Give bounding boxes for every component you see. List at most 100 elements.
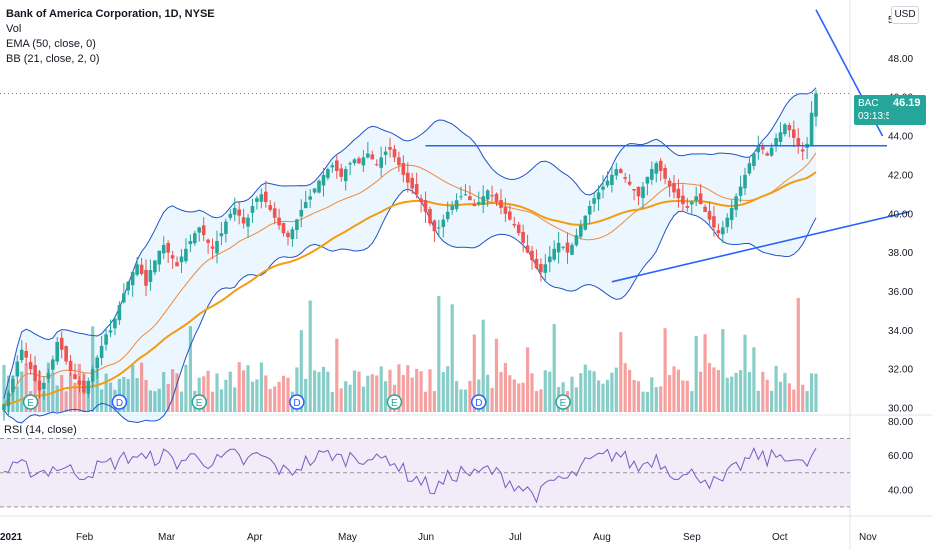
earnings-marker-label: E <box>391 398 398 409</box>
bollinger-bands-label[interactable]: BB (21, close, 2, 0) <box>6 53 100 65</box>
volume-bar <box>570 376 574 412</box>
rsi-line <box>3 446 817 504</box>
candle-body <box>215 241 219 254</box>
volume-bar <box>321 366 326 412</box>
candle-body <box>352 159 357 164</box>
candle-body <box>485 190 490 200</box>
candle-body <box>374 164 379 166</box>
currency-button[interactable]: USD <box>891 6 919 24</box>
candle-body <box>295 219 299 230</box>
candle-body <box>326 169 330 178</box>
volume-bar <box>162 372 166 412</box>
candle-body <box>814 93 818 117</box>
volume-bar <box>122 376 126 412</box>
candle-body <box>219 233 224 237</box>
volume-bar <box>339 388 343 412</box>
candle-body <box>729 207 734 221</box>
candle-body <box>654 163 659 174</box>
candle-body <box>472 203 477 206</box>
volume-bar <box>787 383 791 412</box>
volume-bar <box>264 375 268 412</box>
candle-body <box>122 293 126 303</box>
volume-bar <box>384 381 388 412</box>
bollinger-band-fill <box>4 87 816 423</box>
candle-body <box>761 146 765 150</box>
volume-bar <box>95 368 99 412</box>
candle-body <box>388 147 392 150</box>
candle-body <box>11 379 15 393</box>
candle-body <box>681 195 685 205</box>
candle-body <box>530 250 534 261</box>
candle-body <box>303 202 308 209</box>
candle-body <box>645 176 650 184</box>
candle-body <box>90 369 95 382</box>
volume-bar <box>517 383 521 412</box>
volume-bar <box>304 378 308 412</box>
candle-body <box>357 158 361 164</box>
candle-body <box>348 163 352 165</box>
earnings-marker <box>22 394 39 410</box>
volume-bar <box>140 362 144 412</box>
candle-body <box>188 241 193 245</box>
rsi-indicator-label[interactable]: RSI (14, close) <box>4 424 77 436</box>
ema-indicator-label[interactable]: EMA (50, close, 0) <box>6 38 96 50</box>
candle-body <box>601 186 605 190</box>
candle-body <box>738 186 743 196</box>
candle-body <box>778 132 783 142</box>
candle-body <box>792 129 796 138</box>
price-tick-label: 34.00 <box>888 326 913 337</box>
volume-bar <box>250 381 255 412</box>
volume-bar <box>188 326 192 412</box>
candle-body <box>59 337 64 350</box>
candle-body <box>255 198 259 202</box>
volume-bar <box>455 381 459 412</box>
volume-bar <box>108 382 113 412</box>
candle-body <box>734 196 738 210</box>
candle-body <box>543 264 548 273</box>
volume-bar <box>308 300 312 412</box>
candle-body <box>161 244 166 254</box>
volume-bar <box>645 391 649 412</box>
candle-body <box>95 357 99 369</box>
volume-bar <box>423 391 428 412</box>
volume-bar <box>233 387 237 412</box>
volume-bar <box>610 372 614 412</box>
volume-bar <box>614 367 618 412</box>
bollinger-basis-line <box>3 152 817 405</box>
candle-body <box>703 206 707 212</box>
volume-bar <box>650 377 654 412</box>
candle-body <box>596 192 601 200</box>
candle-body <box>521 232 525 243</box>
volume-bar <box>397 364 401 412</box>
time-tick-label: Apr <box>247 532 263 543</box>
volume-bar <box>210 391 215 412</box>
candle-body <box>343 169 348 182</box>
volume-bar <box>237 362 241 412</box>
volume-bar <box>801 384 805 412</box>
volume-bar <box>486 374 490 412</box>
candle-body <box>725 217 730 228</box>
volume-bar <box>352 370 357 412</box>
candle-body <box>383 151 388 155</box>
volume-bar <box>636 381 641 412</box>
candle-body <box>312 188 317 193</box>
candle-body <box>463 194 468 196</box>
volume-indicator-label[interactable]: Vol <box>6 23 22 35</box>
time-tick-label: Jul <box>509 532 522 543</box>
volume-bar <box>313 370 317 412</box>
price-tick-label: 36.00 <box>888 287 913 298</box>
earnings-marker-label: E <box>560 398 567 409</box>
candle-body <box>401 163 406 175</box>
candle-body <box>800 149 805 152</box>
price-tick-label: 32.00 <box>888 365 913 376</box>
candle-body <box>636 186 641 197</box>
price-tag-symbol: BAC <box>858 98 879 109</box>
volume-bar <box>64 391 68 412</box>
volume-bar <box>481 319 485 412</box>
time-tick-label: May <box>338 532 357 543</box>
volume-bar <box>659 386 663 412</box>
volume-bar <box>774 365 778 412</box>
candle-body <box>272 208 277 218</box>
volume-bar <box>55 385 59 412</box>
